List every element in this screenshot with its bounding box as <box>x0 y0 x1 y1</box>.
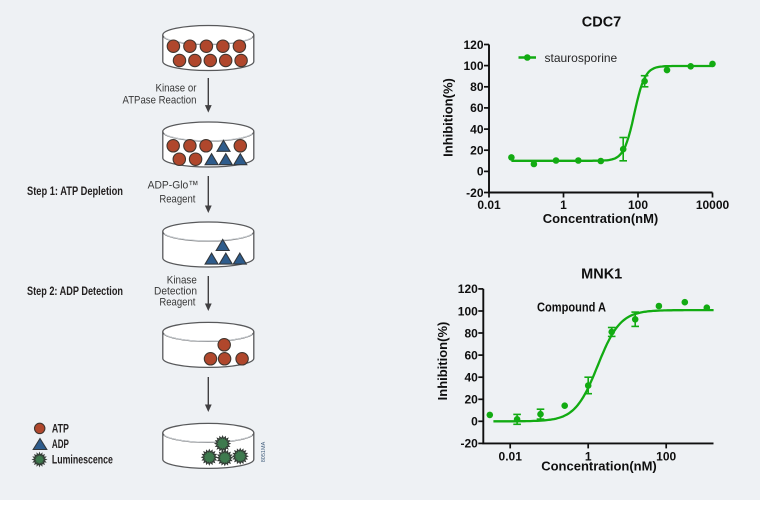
svg-text:ATPase Reaction: ATPase Reaction <box>123 95 197 107</box>
svg-text:Concentration(nM): Concentration(nM) <box>541 459 657 474</box>
svg-text:ADP-Glo™: ADP-Glo™ <box>148 180 199 192</box>
svg-text:100: 100 <box>458 304 478 318</box>
svg-text:Reagent: Reagent <box>159 297 195 309</box>
svg-text:Inhibition(%): Inhibition(%) <box>435 322 450 401</box>
svg-text:40: 40 <box>464 370 478 384</box>
svg-text:100: 100 <box>656 449 676 463</box>
svg-text:Kinase: Kinase <box>167 275 197 287</box>
svg-text:-20: -20 <box>460 437 478 451</box>
svg-text:1: 1 <box>585 449 592 463</box>
svg-text:80: 80 <box>470 80 484 94</box>
svg-text:Luminescence: Luminescence <box>52 453 113 467</box>
svg-text:staurosporine: staurosporine <box>545 51 618 65</box>
svg-text:MNK1: MNK1 <box>581 267 622 283</box>
svg-text:60: 60 <box>464 348 478 362</box>
svg-text:ATP: ATP <box>52 422 69 436</box>
svg-text:60: 60 <box>470 101 484 115</box>
svg-text:120: 120 <box>458 282 478 296</box>
svg-text:0: 0 <box>477 165 484 179</box>
svg-text:Kinase or: Kinase or <box>156 83 197 95</box>
svg-text:80: 80 <box>464 326 478 340</box>
svg-text:Detection: Detection <box>154 286 197 298</box>
svg-text:-20: -20 <box>466 186 484 200</box>
svg-text:120: 120 <box>463 38 483 52</box>
svg-text:Step 2: ADP Detection: Step 2: ADP Detection <box>27 284 123 298</box>
svg-text:0.01: 0.01 <box>499 449 523 463</box>
svg-text:Inhibition(%): Inhibition(%) <box>441 78 456 157</box>
svg-text:Compound A: Compound A <box>537 300 606 314</box>
svg-text:40: 40 <box>470 122 484 136</box>
svg-text:Concentration(nM): Concentration(nM) <box>543 211 659 226</box>
svg-text:10000: 10000 <box>696 198 730 212</box>
svg-text:100: 100 <box>463 59 483 73</box>
svg-text:CDC7: CDC7 <box>582 15 621 31</box>
svg-text:Reagent: Reagent <box>159 194 195 206</box>
svg-text:8051MA: 8051MA <box>261 441 267 462</box>
svg-text:20: 20 <box>464 393 478 407</box>
svg-text:ADP: ADP <box>52 437 69 451</box>
svg-text:1: 1 <box>560 198 567 212</box>
svg-text:Step 1: ATP Depletion: Step 1: ATP Depletion <box>27 184 123 198</box>
svg-text:0: 0 <box>471 415 478 429</box>
svg-text:100: 100 <box>628 198 648 212</box>
svg-text:20: 20 <box>470 144 484 158</box>
svg-text:0.01: 0.01 <box>477 198 501 212</box>
